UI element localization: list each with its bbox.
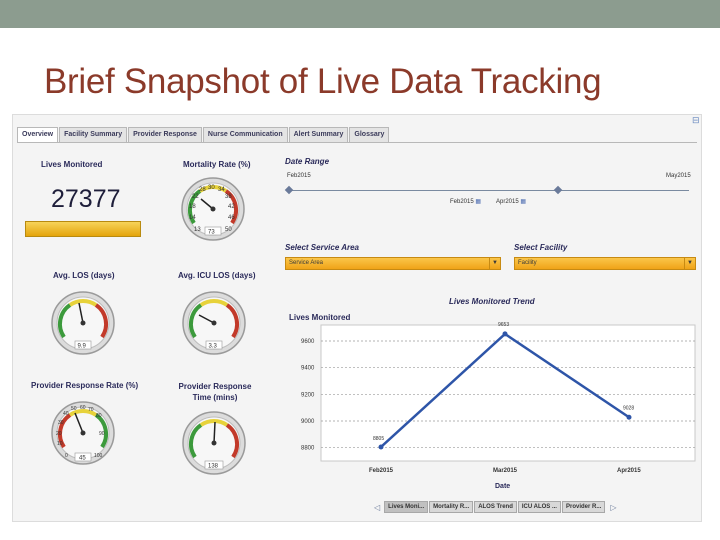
tab-nurse-communication[interactable]: Nurse Communication [202, 127, 288, 143]
date-to-field[interactable]: Apr2015 ▦ [496, 198, 526, 205]
chart-data-point[interactable] [502, 331, 508, 337]
prr-tick-70: 70 [88, 407, 94, 413]
service-area-value: Service Area [289, 260, 324, 266]
lives-monitored-bar [25, 221, 141, 237]
prr-tick-80: 80 [96, 413, 102, 419]
prr-tick-10: 10 [57, 441, 63, 447]
mortality-tick-50: 50 [225, 227, 232, 233]
prr-tick-0: 0 [65, 453, 68, 459]
chart-data-label: 9653 [498, 322, 509, 328]
lives-monitored-trend-chart: Lives Monitored Trend Lives Monitored Da… [289, 297, 696, 490]
service-area-select[interactable]: Service Area ▼ [285, 257, 501, 270]
date-from-value: Feb2015 [450, 199, 474, 205]
chevron-down-icon[interactable]: ▼ [489, 258, 500, 269]
avg-icu-los-gauge: 3.3 [182, 291, 246, 355]
avg-los-readout: 9.9 [78, 344, 87, 350]
chart-tab-provider-response[interactable]: Provider R... [561, 501, 606, 513]
lives-monitored-value: 27377 [51, 185, 121, 213]
mortality-tick-13: 13 [194, 227, 201, 233]
chart-y-tick-label: 8800 [301, 446, 315, 452]
provider-response-time-readout: 138 [208, 464, 219, 470]
chart-data-point[interactable] [626, 414, 632, 420]
calendar-icon[interactable]: ▦ [520, 199, 527, 205]
mortality-rate-gauge: 13 14 18 22 28 30 34 38 42 46 50 73 [181, 177, 245, 241]
prr-tick-90: 90 [99, 431, 105, 437]
provider-response-rate-gauge: 0 10 20 30 40 50 60 70 80 90 100 45 [51, 401, 115, 465]
chart-tab-mortality-rate[interactable]: Mortality R... [429, 501, 474, 513]
date-range-slider[interactable] [289, 190, 689, 191]
chart-y-axis-label: Lives Monitored [289, 313, 350, 322]
chevron-left-icon[interactable]: ◁ [374, 502, 381, 512]
tab-facility-summary[interactable]: Facility Summary [59, 127, 128, 143]
chevron-down-icon[interactable]: ▼ [684, 258, 695, 269]
provider-response-time-gauge: 138 [182, 411, 246, 475]
mortality-tick-30: 30 [208, 185, 215, 191]
provider-response-time-label: Provider Response Time (mins) [178, 382, 252, 402]
avg-los-gauge: 9.9 [51, 291, 115, 355]
chart-tab-alos-trend[interactable]: ALOS Trend [474, 501, 517, 513]
chart-data-label: 9028 [623, 405, 634, 411]
chart-tab-bar: ◁ Lives Moni... Mortality R... ALOS Tren… [370, 501, 620, 513]
dashboard-panel: ⊟ Overview Facility Summary Provider Res… [12, 114, 702, 522]
avg-icu-los-label: Avg. ICU LOS (days) [178, 271, 256, 280]
lives-monitored-label: Lives Monitored [41, 160, 103, 169]
slide-top-bar [0, 0, 720, 28]
slide-title: Brief Snapshot of Live Data Tracking [44, 62, 602, 101]
date-range-end-handle[interactable] [553, 185, 563, 195]
chart-x-tick-label: Feb2015 [369, 468, 394, 474]
chart-plot-area [320, 324, 696, 462]
facility-select[interactable]: Facility ▼ [514, 257, 696, 270]
chart-title: Lives Monitored Trend [449, 297, 536, 306]
date-range-title: Date Range [285, 157, 330, 166]
chart-x-tick-label: Mar2015 [493, 468, 518, 474]
provider-response-rate-label: Provider Response Rate (%) [31, 381, 139, 390]
service-area-title: Select Service Area [285, 243, 359, 252]
chart-y-tick-label: 9600 [301, 339, 315, 345]
chart-y-tick-label: 9000 [301, 419, 315, 425]
tab-glossary[interactable]: Glossary [349, 127, 390, 143]
mortality-readout: 73 [208, 230, 215, 236]
chart-x-tick-label: Apr2015 [617, 468, 641, 474]
tab-divider [17, 142, 697, 143]
chart-x-axis-label: Date [495, 483, 510, 490]
export-icon[interactable]: ⊟ [692, 115, 700, 125]
tab-overview[interactable]: Overview [17, 127, 59, 143]
tab-alert-summary[interactable]: Alert Summary [288, 127, 349, 143]
mortality-rate-label: Mortality Rate (%) [183, 160, 251, 169]
facility-value: Facility [518, 260, 537, 266]
facility-title: Select Facility [514, 243, 568, 252]
mortality-tick-14: 14 [189, 215, 196, 221]
date-from-field[interactable]: Feb2015 ▦ [450, 198, 481, 205]
chevron-right-icon[interactable]: ▷ [610, 502, 617, 512]
prr-tick-20: 20 [56, 431, 62, 437]
chart-tab-lives-monitored[interactable]: Lives Moni... [384, 501, 429, 513]
date-range-start-handle[interactable] [284, 185, 294, 195]
provider-response-rate-readout: 45 [79, 456, 86, 462]
mortality-tick-28: 28 [199, 187, 206, 193]
mortality-tick-46: 46 [228, 215, 235, 221]
prr-tick-100: 100 [94, 453, 103, 459]
mortality-tick-42: 42 [228, 204, 235, 210]
mortality-tick-34: 34 [218, 187, 225, 193]
prr-tick-30: 30 [58, 420, 64, 426]
chart-y-tick-label: 9200 [301, 392, 315, 398]
mortality-tick-22: 22 [192, 194, 199, 200]
avg-icu-los-readout: 3.3 [209, 344, 218, 350]
date-range-min-label: Feb2015 [287, 173, 311, 179]
tab-provider-response[interactable]: Provider Response [128, 127, 202, 143]
mortality-tick-18: 18 [189, 204, 196, 210]
chart-data-label: 8805 [373, 436, 384, 442]
prr-tick-50: 50 [71, 406, 77, 412]
avg-los-label: Avg. LOS (days) [53, 271, 115, 280]
date-to-value: Apr2015 [496, 199, 519, 205]
mortality-tick-38: 38 [225, 194, 232, 200]
tab-bar: Overview Facility Summary Provider Respo… [17, 127, 390, 143]
chart-tab-icu-alos[interactable]: ICU ALOS ... [517, 501, 561, 513]
calendar-icon[interactable]: ▦ [475, 199, 482, 205]
chart-y-tick-label: 9400 [301, 366, 315, 372]
chart-data-point[interactable] [378, 444, 384, 450]
prr-tick-40: 40 [63, 411, 69, 417]
date-range-max-label: May2015 [666, 173, 691, 179]
prr-tick-60: 60 [80, 405, 86, 411]
